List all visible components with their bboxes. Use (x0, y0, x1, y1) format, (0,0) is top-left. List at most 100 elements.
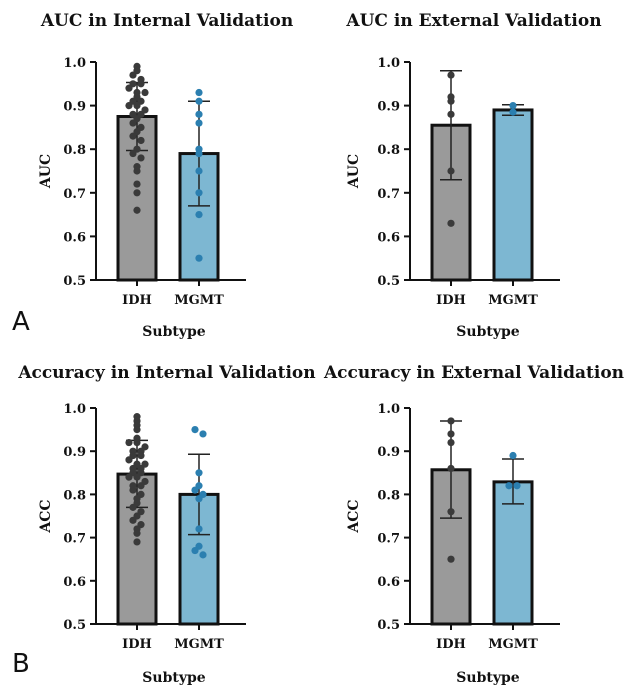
data-point (447, 430, 455, 438)
data-point (191, 546, 199, 555)
bar-mgmt (492, 108, 534, 282)
data-point (133, 426, 141, 434)
chart-panel-2: AUC in External Validation 0.5 0.6 0.7 0.8 0.… (345, 11, 601, 340)
y-tick-label: 0.9 (63, 100, 86, 115)
panel-label-a: A (12, 307, 30, 337)
chart-title: Accuracy in External Validation (323, 363, 624, 383)
y-tick-label: 1.0 (63, 402, 86, 417)
x-tick-label-idh: IDH (436, 637, 466, 652)
data-point (447, 219, 455, 227)
y-tick-label: 0.5 (377, 274, 400, 289)
x-axis-label: Subtype (142, 324, 205, 340)
data-point (195, 88, 203, 97)
x-tick-label-idh: IDH (122, 637, 152, 652)
data-point (129, 119, 137, 127)
data-point (129, 71, 137, 79)
y-tick-label: 0.8 (377, 143, 400, 158)
chart-title: AUC in Internal Validation (40, 11, 293, 31)
data-point (125, 473, 133, 481)
data-point (195, 149, 203, 158)
y-tick-label: 0.5 (63, 618, 86, 633)
data-point (195, 167, 203, 175)
chart-title: AUC in External Validation (345, 11, 601, 31)
x-tick-label-idh: IDH (122, 293, 152, 308)
y-tick-label: 0.8 (63, 143, 86, 158)
y-tick-label: 0.6 (63, 575, 86, 590)
y-axis-label: ACC (346, 499, 362, 533)
data-point (137, 80, 145, 88)
data-point (133, 438, 141, 447)
y-tick-label: 0.6 (63, 230, 86, 245)
data-point (195, 110, 203, 118)
data-point (133, 189, 141, 197)
data-point (447, 464, 455, 473)
data-point (137, 482, 145, 490)
data-point (133, 102, 141, 110)
data-point (513, 482, 521, 490)
data-point (133, 167, 141, 175)
chart-panel-1: AUC in Internal Validation 0.5 0.6 0.7 0.8 0.… (38, 11, 293, 340)
data-point (447, 417, 455, 425)
data-point (509, 451, 517, 460)
data-point (133, 180, 141, 188)
data-point (447, 555, 455, 563)
data-point (195, 189, 203, 197)
y-tick-label: 0.7 (377, 187, 400, 202)
y-tick-label: 0.7 (63, 187, 86, 202)
y-tick-label: 1.0 (377, 402, 400, 417)
data-point (129, 516, 137, 524)
data-point (133, 538, 141, 546)
data-point (447, 508, 455, 516)
y-axis-label: AUC (346, 154, 362, 189)
data-point (125, 84, 133, 92)
chart-panel-4: Accuracy in External Validation 0.5 0.6 0.7… (323, 363, 624, 686)
data-point (137, 154, 145, 162)
data-point (195, 495, 203, 503)
y-tick-label: 0.9 (377, 445, 400, 460)
data-point (125, 456, 133, 464)
data-point (137, 451, 145, 460)
data-point (505, 482, 513, 490)
chart-title: Accuracy in Internal Validation (17, 363, 315, 383)
data-point (141, 88, 149, 97)
x-axis-label: Subtype (456, 670, 519, 686)
panel-label-b: B (12, 649, 30, 679)
data-point (133, 529, 141, 537)
x-tick-label-mgmt: MGMT (488, 637, 538, 652)
y-tick-label: 0.6 (377, 575, 400, 590)
y-tick-label: 0.7 (63, 532, 86, 547)
y-tick-label: 0.5 (377, 618, 400, 633)
y-tick-label: 0.6 (377, 230, 400, 245)
data-point (125, 438, 133, 447)
data-point (129, 503, 137, 511)
data-point (129, 132, 137, 140)
y-tick-label: 0.8 (63, 488, 86, 503)
x-tick-label-mgmt: MGMT (174, 637, 224, 652)
data-point (509, 102, 517, 110)
data-point (129, 486, 137, 494)
data-point (195, 469, 203, 477)
data-point (195, 254, 203, 262)
data-point (133, 473, 141, 481)
data-point (509, 108, 517, 116)
data-point (447, 97, 455, 105)
y-tick-label: 0.9 (63, 445, 86, 460)
y-tick-label: 0.8 (377, 488, 400, 503)
x-tick-label-mgmt: MGMT (488, 293, 538, 308)
x-axis-label: Subtype (456, 324, 519, 340)
data-point (195, 525, 203, 533)
data-point (195, 119, 203, 127)
data-point (447, 110, 455, 118)
y-tick-label: 0.5 (63, 274, 86, 289)
y-tick-label: 1.0 (63, 56, 86, 71)
y-tick-label: 0.9 (377, 100, 400, 115)
x-tick-label-mgmt: MGMT (174, 293, 224, 308)
data-point (133, 206, 141, 214)
y-tick-label: 0.7 (377, 532, 400, 547)
chart-panel-3: Accuracy in Internal Validation 0.5 0.6 0.7… (17, 363, 315, 686)
x-tick-label-idh: IDH (436, 293, 466, 308)
y-axis-label: ACC (38, 499, 54, 533)
chart-panels: AUC in Internal Validation 0.5 0.6 0.7 0.8 0.… (17, 11, 624, 686)
data-point (447, 71, 455, 79)
